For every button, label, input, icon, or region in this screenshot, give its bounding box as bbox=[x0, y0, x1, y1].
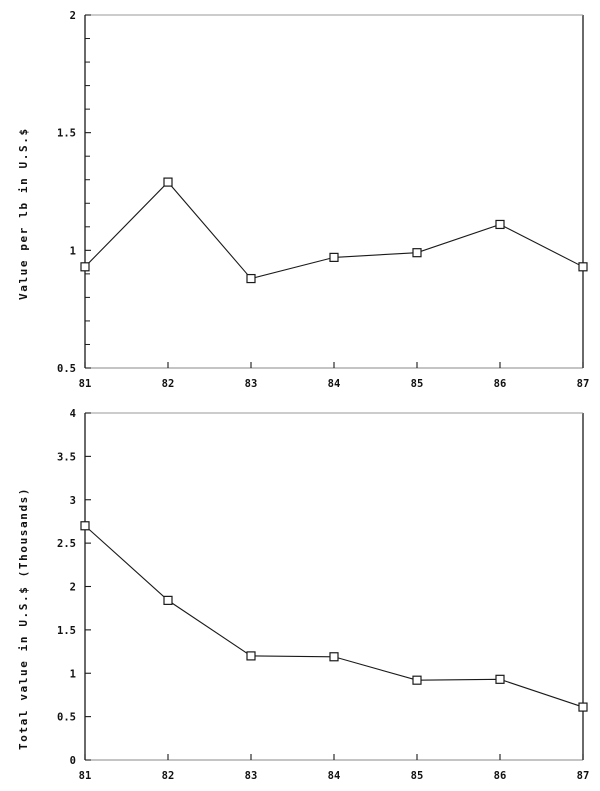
x-tick-label: 84 bbox=[328, 770, 341, 782]
y-tick-label: 0.5 bbox=[57, 363, 76, 375]
x-tick-label: 82 bbox=[162, 378, 175, 390]
total-value-markers bbox=[80, 521, 588, 712]
value-per-lb-x-ticks: 81 82 83 84 85 86 87 bbox=[79, 362, 590, 390]
data-point-marker bbox=[163, 177, 173, 187]
y-tick-label: 1.5 bbox=[57, 625, 76, 637]
x-tick-label: 81 bbox=[79, 378, 92, 390]
data-point-marker bbox=[246, 651, 256, 661]
x-tick-label: 87 bbox=[577, 770, 590, 782]
total-value-series bbox=[84, 525, 584, 708]
data-point-marker bbox=[163, 595, 173, 605]
total-value-plot: Total value in U.S.$ (Thousands) 0 0.5 1 1.… bbox=[17, 408, 590, 782]
data-point-marker bbox=[495, 674, 505, 684]
x-tick-label: 81 bbox=[79, 770, 92, 782]
x-tick-label: 82 bbox=[162, 770, 175, 782]
series-polyline bbox=[84, 525, 584, 708]
x-tick-label: 83 bbox=[245, 378, 258, 390]
y-tick-label: 1.5 bbox=[57, 128, 76, 140]
y-axis-title-text: Value per lb in U.S.$ bbox=[17, 127, 30, 300]
total-value-axes-frame bbox=[84, 412, 584, 761]
x-tick-label: 83 bbox=[245, 770, 258, 782]
y-tick-label: 1 bbox=[70, 245, 76, 257]
value-per-lb-series bbox=[84, 181, 584, 280]
data-point-marker bbox=[412, 248, 422, 258]
x-tick-label: 86 bbox=[494, 770, 507, 782]
y-tick-label: 2 bbox=[70, 10, 76, 22]
y-tick-label: 1 bbox=[70, 668, 76, 680]
value-per-lb-markers bbox=[80, 177, 588, 284]
x-tick-label: 87 bbox=[577, 378, 590, 390]
data-point-marker bbox=[412, 675, 422, 685]
y-tick-label: 3.5 bbox=[57, 451, 76, 463]
x-tick-label: 84 bbox=[328, 378, 341, 390]
value-per-lb-y-axis-title: Value per lb in U.S.$ bbox=[17, 127, 30, 300]
data-point-marker bbox=[246, 273, 256, 284]
value-per-lb-y-ticks: 0.5 1 1.5 2 bbox=[57, 10, 91, 375]
y-tick-label: 2.5 bbox=[57, 538, 76, 550]
x-tick-label: 85 bbox=[411, 378, 424, 390]
data-point-marker bbox=[578, 702, 588, 712]
data-point-marker bbox=[578, 262, 588, 272]
data-point-marker bbox=[329, 652, 339, 662]
total-value-y-ticks: 0 0.5 1 1.5 2 2.5 3 3.5 4 bbox=[57, 408, 91, 767]
total-value-y-axis-title: Total value in U.S.$ (Thousands) bbox=[17, 487, 30, 750]
y-tick-label: 2 bbox=[70, 582, 76, 594]
y-tick-label: 0.5 bbox=[57, 712, 76, 724]
data-point-marker bbox=[495, 219, 505, 230]
data-point-marker bbox=[80, 521, 90, 531]
x-tick-label: 86 bbox=[494, 378, 507, 390]
total-value-x-ticks: 81 82 83 84 85 86 87 bbox=[79, 754, 590, 782]
value-per-lb-plot: Value per lb in U.S.$ 0.511.52 81 82 83 84 8… bbox=[17, 10, 590, 390]
value-per-lb-chart: Value per lb in U.S.$ 0.5 1 1.5 2 81 82 83 84 8… bbox=[17, 10, 590, 390]
x-tick-label: 85 bbox=[411, 770, 424, 782]
total-value-chart: Total value in U.S.$ (Thousands) 0 0.5 1 1.… bbox=[0, 400, 600, 791]
y-tick-label: 0 bbox=[70, 755, 76, 767]
data-point-marker bbox=[80, 262, 90, 272]
y-tick-label: 4 bbox=[70, 408, 76, 420]
data-point-marker bbox=[329, 252, 339, 262]
value-per-lb-axes-frame bbox=[84, 14, 584, 369]
y-axis-title-text: Total value in U.S.$ (Thousands) bbox=[17, 487, 30, 750]
y-tick-label: 3 bbox=[70, 495, 76, 507]
series-polyline bbox=[84, 181, 584, 280]
